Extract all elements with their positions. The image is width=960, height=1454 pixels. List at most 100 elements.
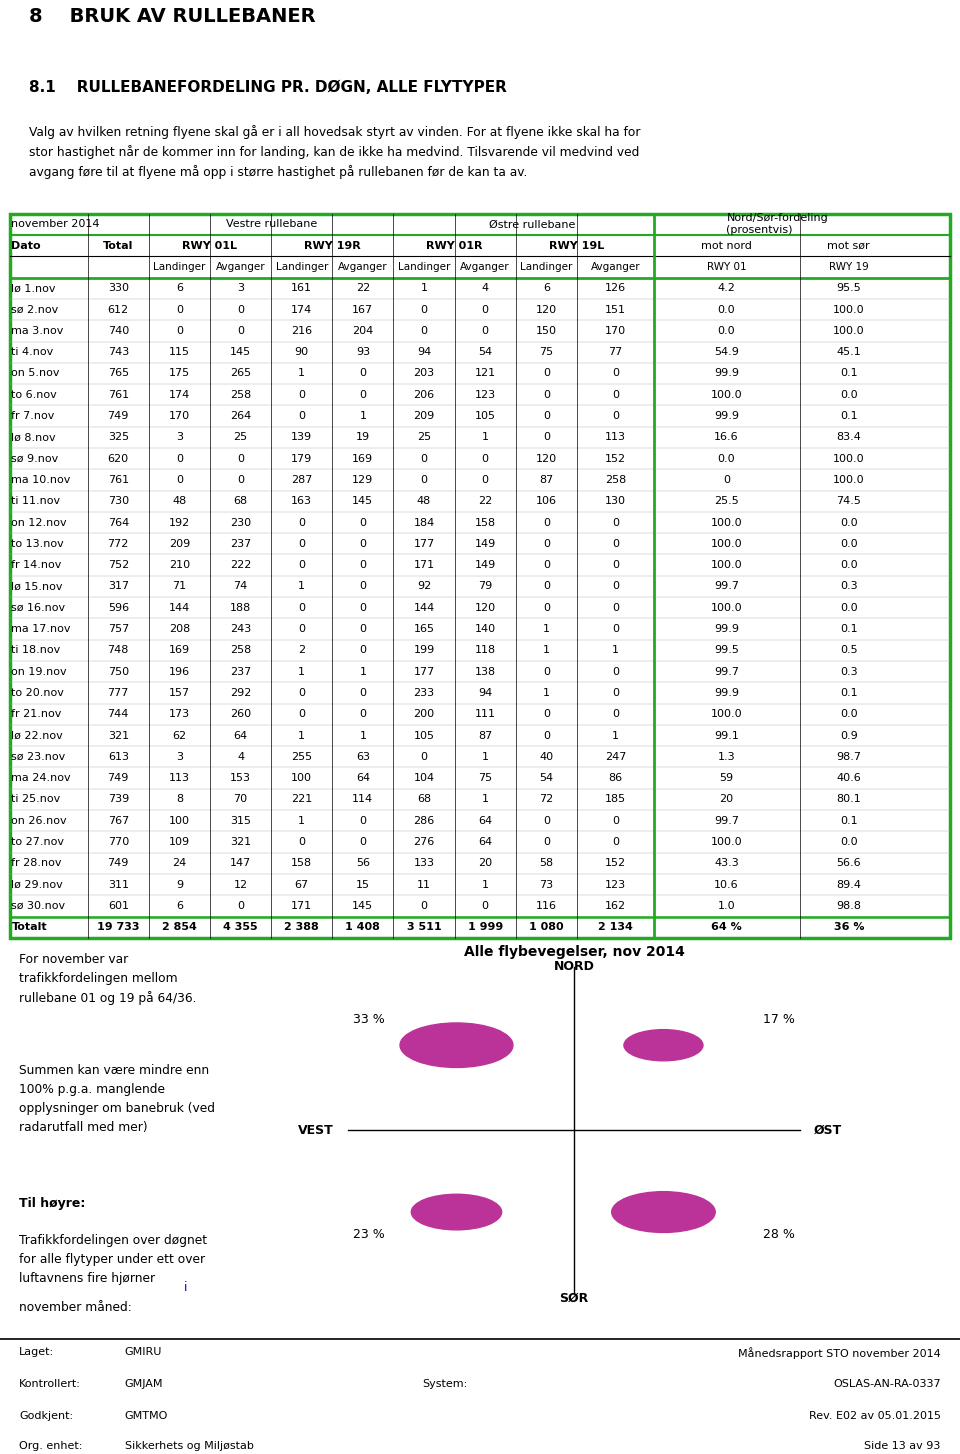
Text: 48: 48 (417, 496, 431, 506)
Text: 116: 116 (536, 901, 557, 910)
Text: 0: 0 (612, 838, 619, 848)
Text: 174: 174 (169, 390, 190, 400)
Text: 171: 171 (291, 901, 312, 910)
Text: 748: 748 (108, 646, 129, 656)
Text: 0: 0 (237, 901, 244, 910)
Text: 1: 1 (299, 816, 305, 826)
Text: 0.5: 0.5 (840, 646, 857, 656)
Text: 0: 0 (612, 710, 619, 720)
Text: 0: 0 (612, 539, 619, 548)
Text: 750: 750 (108, 666, 129, 676)
Text: 0: 0 (482, 475, 489, 486)
Text: 25.5: 25.5 (714, 496, 739, 506)
Text: VEST: VEST (299, 1124, 334, 1137)
Text: 317: 317 (108, 582, 129, 592)
Text: 0: 0 (299, 518, 305, 528)
Text: sø 16.nov: sø 16.nov (12, 603, 65, 612)
Text: 83.4: 83.4 (836, 432, 861, 442)
Text: 0: 0 (237, 475, 244, 486)
Text: 0: 0 (542, 411, 550, 422)
Text: 765: 765 (108, 368, 129, 378)
Text: 216: 216 (291, 326, 312, 336)
Text: 64: 64 (478, 838, 492, 848)
Text: ma 24.nov: ma 24.nov (12, 774, 71, 784)
Text: 0: 0 (176, 454, 183, 464)
Text: 179: 179 (291, 454, 312, 464)
Text: 0: 0 (359, 518, 367, 528)
Text: Landinger: Landinger (276, 262, 328, 272)
Text: 185: 185 (605, 794, 626, 804)
Text: 206: 206 (414, 390, 435, 400)
Text: 67: 67 (295, 880, 309, 890)
Text: RWY 01L: RWY 01L (182, 241, 237, 250)
Text: 1.0: 1.0 (718, 901, 735, 910)
Text: 258: 258 (605, 475, 626, 486)
Text: 150: 150 (536, 326, 557, 336)
Text: 48: 48 (172, 496, 186, 506)
Text: Avganger: Avganger (461, 262, 510, 272)
Text: 0.3: 0.3 (840, 666, 857, 676)
Text: 157: 157 (169, 688, 190, 698)
Text: 237: 237 (230, 539, 252, 548)
Text: 210: 210 (169, 560, 190, 570)
Text: 0.0: 0.0 (840, 710, 857, 720)
Text: 260: 260 (230, 710, 252, 720)
Text: ma 17.nov: ma 17.nov (12, 624, 71, 634)
Text: 0: 0 (420, 475, 427, 486)
Text: 80.1: 80.1 (836, 794, 861, 804)
Text: 0: 0 (482, 326, 489, 336)
Text: 109: 109 (169, 838, 190, 848)
Text: 204: 204 (352, 326, 373, 336)
Text: 1: 1 (359, 666, 367, 676)
Text: to 20.nov: to 20.nov (12, 688, 64, 698)
Text: 0: 0 (542, 838, 550, 848)
Text: 12: 12 (233, 880, 248, 890)
Text: 258: 258 (230, 646, 252, 656)
Text: Totalt: Totalt (12, 922, 47, 932)
Text: ti 4.nov: ti 4.nov (12, 348, 54, 358)
Text: 0: 0 (542, 603, 550, 612)
Text: 0: 0 (612, 688, 619, 698)
Text: 4: 4 (482, 284, 489, 294)
Text: 1 408: 1 408 (346, 922, 380, 932)
Text: 209: 209 (169, 539, 190, 548)
Text: fr 14.nov: fr 14.nov (12, 560, 61, 570)
Text: on 5.nov: on 5.nov (12, 368, 60, 378)
Text: mot nord: mot nord (701, 241, 752, 250)
Text: 158: 158 (291, 858, 312, 868)
Text: 99.5: 99.5 (714, 646, 739, 656)
Text: 0: 0 (359, 624, 367, 634)
Text: Landinger: Landinger (154, 262, 205, 272)
Text: (prosentvis): (prosentvis) (727, 225, 793, 234)
Text: 113: 113 (169, 774, 190, 784)
Text: 73: 73 (540, 880, 553, 890)
Text: 0: 0 (359, 838, 367, 848)
Text: lø 22.nov: lø 22.nov (12, 730, 63, 740)
Text: 99.9: 99.9 (714, 368, 739, 378)
Text: 0: 0 (482, 901, 489, 910)
Text: 276: 276 (414, 838, 435, 848)
Text: 2 388: 2 388 (284, 922, 319, 932)
Text: Godkjent:: Godkjent: (19, 1410, 73, 1421)
Text: fr 28.nov: fr 28.nov (12, 858, 62, 868)
Text: 0: 0 (612, 368, 619, 378)
Text: on 19.nov: on 19.nov (12, 666, 67, 676)
Text: mot sør: mot sør (828, 241, 870, 250)
Text: 162: 162 (605, 901, 626, 910)
Text: 95.5: 95.5 (836, 284, 861, 294)
Text: 72: 72 (540, 794, 554, 804)
Text: 145: 145 (352, 496, 373, 506)
Text: 321: 321 (108, 730, 129, 740)
Text: 99.9: 99.9 (714, 688, 739, 698)
Text: ma 3.nov: ma 3.nov (12, 326, 64, 336)
Text: 612: 612 (108, 304, 129, 314)
Text: 6: 6 (542, 284, 550, 294)
Text: 0: 0 (542, 432, 550, 442)
Text: 11: 11 (417, 880, 431, 890)
Text: 3: 3 (237, 284, 244, 294)
Text: 118: 118 (474, 646, 495, 656)
Text: november måned:: november måned: (19, 1301, 132, 1314)
Text: 1: 1 (420, 284, 427, 294)
Text: lø 15.nov: lø 15.nov (12, 582, 63, 592)
Text: 24: 24 (172, 858, 186, 868)
